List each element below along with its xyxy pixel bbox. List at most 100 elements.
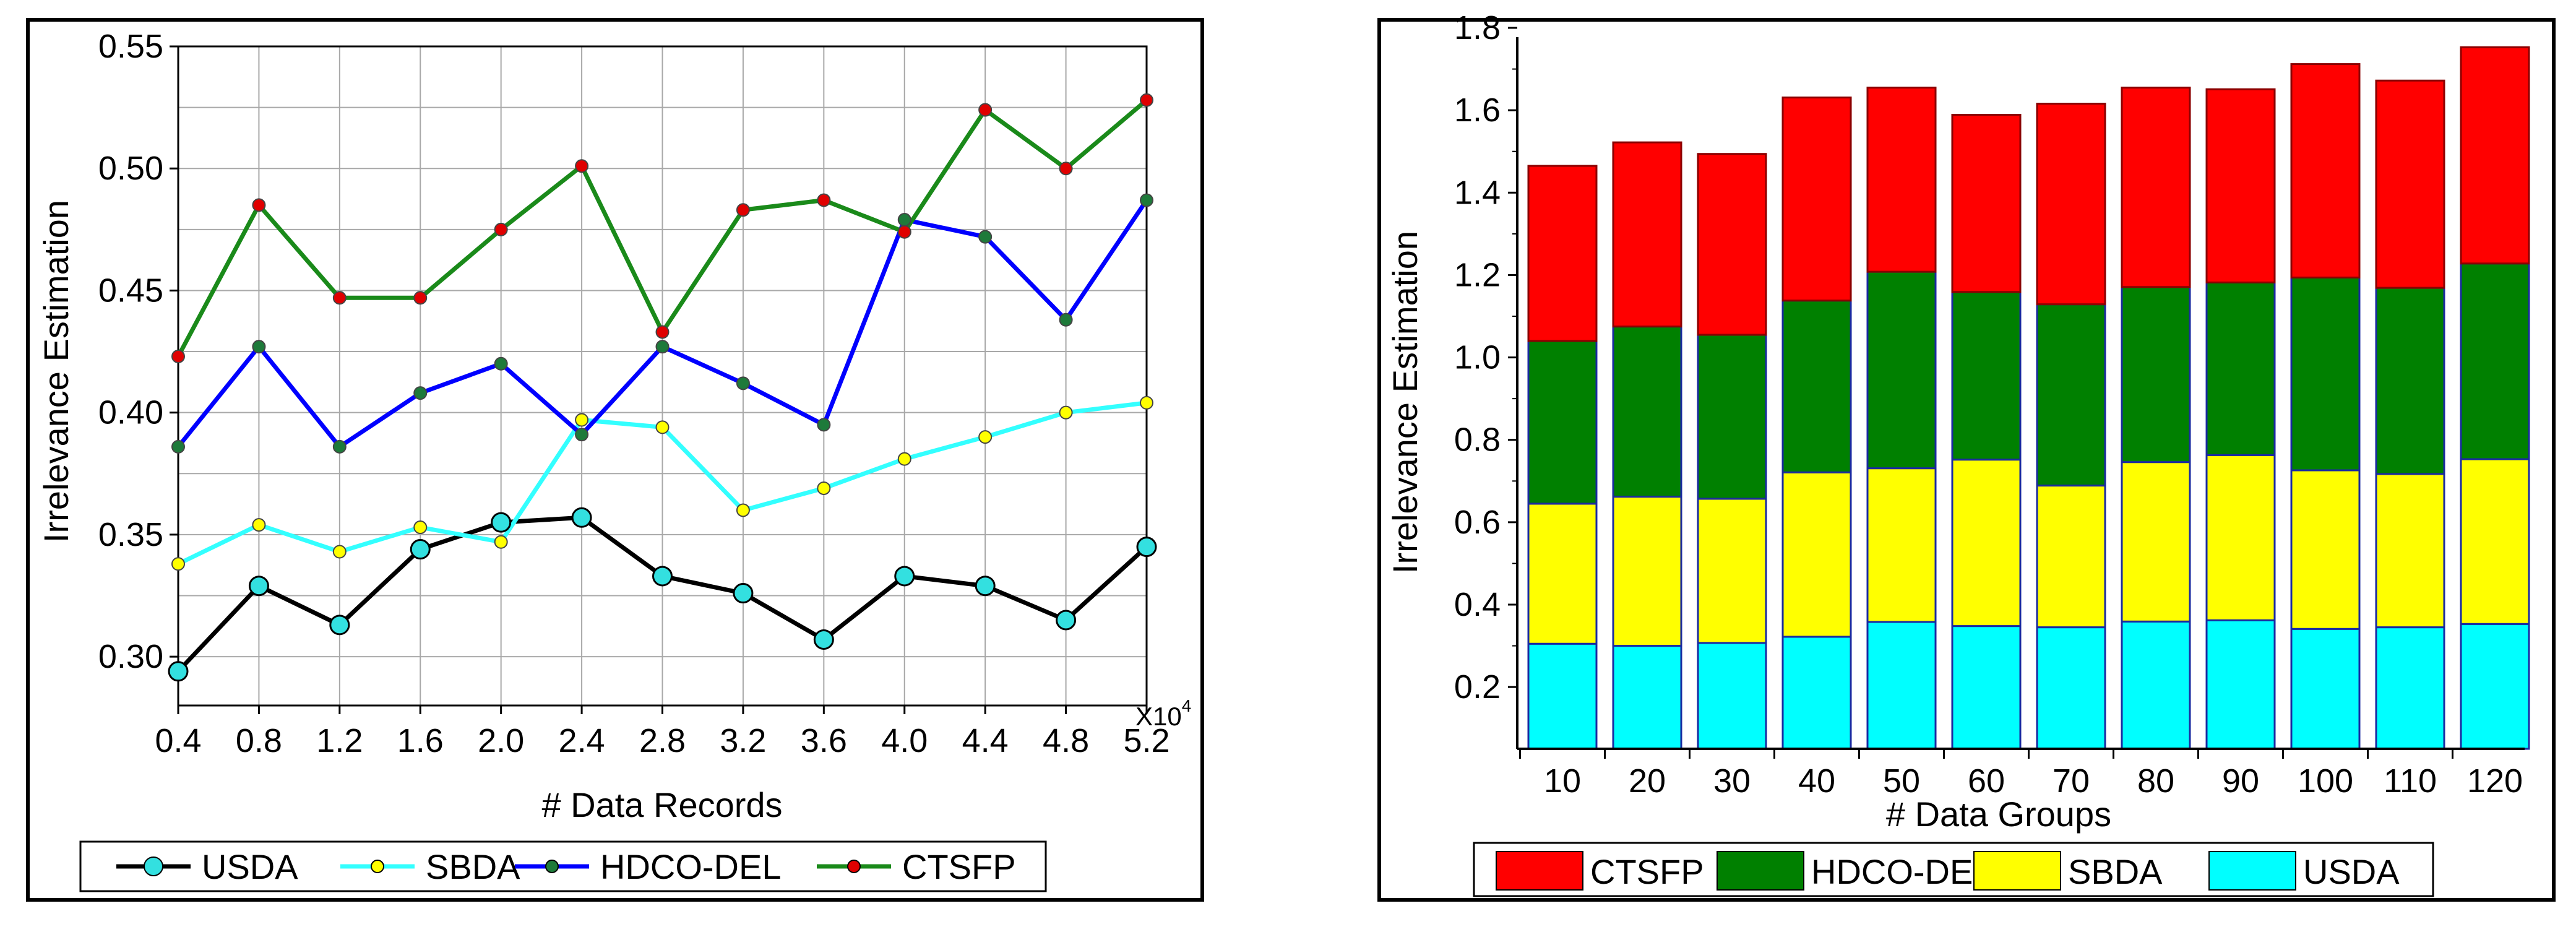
data-point-ctsfp: [575, 159, 589, 173]
data-point-hdco-del: [655, 340, 670, 354]
bar-segment-hdco-del: [2460, 262, 2530, 460]
legend-swatch-hdco-del: [1717, 851, 1804, 891]
right-y-ticks: 0.2 0.4 0.6 0.8 1.0 1.2 1.4 1.6 1.8: [1454, 9, 1517, 705]
right-x-tick-label: 30: [1713, 762, 1751, 800]
bar-segment-sbda: [2121, 461, 2191, 623]
right-y-tick-label: 0.4: [1454, 586, 1501, 623]
data-point-ctsfp: [655, 325, 670, 339]
data-point-ctsfp: [332, 291, 347, 305]
bar-segment-sbda: [2460, 458, 2530, 625]
right-legend-items: CTSFP HDCO-DEL SBDA USDA: [1496, 851, 2400, 891]
right-y-axis-label: Irrelevance Estimation: [1385, 231, 1424, 574]
data-point-usda: [733, 583, 754, 604]
left-x-tick-label: 0.4: [155, 722, 201, 759]
legend-label-hdco-del: HDCO-DEL: [600, 847, 781, 886]
data-point-sbda: [1140, 395, 1153, 410]
data-point-hdco-del: [978, 230, 993, 244]
right-x-tick-label: 90: [2222, 762, 2259, 800]
data-point-sbda: [494, 535, 508, 549]
x-axis-multiplier: X104: [1135, 696, 1191, 731]
right-y-tick-label: 0.2: [1454, 668, 1501, 705]
bar-segment-ctsfp: [1866, 87, 1937, 273]
data-point-usda: [975, 576, 996, 597]
bar-segment-usda: [2121, 620, 2191, 750]
bar-segment-usda: [1527, 642, 1598, 750]
bar-segment-hdco-del: [2121, 286, 2191, 464]
legend-marker-usda: [144, 856, 163, 876]
data-point-sbda: [817, 481, 831, 495]
bar-segment-sbda: [2375, 473, 2445, 629]
right-legend-label-ctsfp: CTSFP: [1590, 852, 1704, 891]
data-point-sbda: [655, 420, 670, 434]
legend-label-ctsfp: CTSFP: [902, 847, 1016, 886]
bar-segment-usda: [1866, 621, 1937, 750]
left-y-tick-label: 0.55: [98, 28, 163, 65]
left-y-tick-label: 0.50: [98, 150, 163, 187]
right-y-tick-label: 1.2: [1454, 256, 1501, 293]
right-bars: [1527, 46, 2530, 750]
bar-segment-hdco-del: [1612, 326, 1682, 498]
left-chart-frame: [26, 18, 1204, 902]
x-multiplier-exponent: 4: [1182, 696, 1192, 715]
right-legend-label-usda: USDA: [2303, 852, 2400, 891]
left-x-tick-label: 1.2: [316, 722, 363, 759]
data-point-hdco-del: [494, 356, 508, 371]
right-x-ticks: 10 20 30 40 50 60 70 80 90 100 110 120: [1519, 749, 2523, 800]
bar-segment-ctsfp: [1781, 97, 1852, 302]
data-point-ctsfp: [817, 193, 831, 207]
right-y-tick-label: 0.6: [1454, 504, 1501, 541]
bar-segment-hdco-del: [1527, 340, 1598, 505]
legend-swatch-sbda: [1973, 851, 2061, 891]
left-x-ticks: 0.4 0.8 1.2 1.6 2.0 2.4 2.8 3.2 3.6 4.0 4.4 4.8 5.2: [155, 705, 1170, 759]
data-point-hdco-del: [332, 439, 347, 454]
data-point-sbda: [736, 503, 750, 517]
right-x-tick-label: 110: [2384, 762, 2437, 800]
data-point-usda: [571, 507, 592, 528]
bar-segment-ctsfp: [1612, 141, 1682, 328]
data-point-usda: [491, 512, 512, 533]
left-x-tick-label: 4.8: [1043, 722, 1089, 759]
data-point-usda: [410, 539, 431, 560]
left-y-tick-label: 0.35: [98, 516, 163, 553]
right-x-tick-label: 100: [2298, 762, 2353, 800]
bar-segment-hdco-del: [1781, 300, 1852, 473]
data-point-hdco-del: [817, 418, 831, 432]
left-x-tick-label: 2.8: [639, 722, 686, 759]
data-point-usda: [1056, 610, 1077, 631]
left-y-tick-label: 0.45: [98, 272, 163, 309]
data-point-sbda: [978, 430, 993, 444]
left-x-tick-label: 4.4: [962, 722, 1009, 759]
bar-segment-sbda: [2290, 469, 2361, 630]
right-x-axis-label: # Data Groups: [1886, 795, 2111, 834]
data-point-ctsfp: [494, 222, 508, 236]
bar-segment-ctsfp: [2121, 87, 2191, 288]
data-point-sbda: [332, 545, 347, 559]
legend-swatch-usda: [2208, 851, 2296, 891]
right-legend-label-sbda: SBDA: [2068, 852, 2163, 891]
bar-segment-ctsfp: [2036, 102, 2106, 306]
data-point-hdco-del: [897, 213, 911, 227]
data-point-hdco-del: [1059, 313, 1073, 327]
data-point-usda: [329, 615, 350, 636]
bar-segment-hdco-del: [1697, 334, 1767, 500]
bar-segment-ctsfp: [2290, 63, 2361, 278]
data-point-usda: [248, 576, 269, 597]
left-x-tick-label: 0.8: [236, 722, 282, 759]
bar-segment-usda: [2460, 623, 2530, 750]
bar-segment-sbda: [1951, 459, 2022, 628]
bar-segment-sbda: [1866, 467, 1937, 623]
data-point-ctsfp: [252, 198, 266, 212]
left-x-tick-label: 2.4: [559, 722, 605, 759]
data-point-hdco-del: [736, 376, 750, 390]
bar-segment-hdco-del: [2375, 287, 2445, 475]
right-y-tick-label: 1.0: [1454, 339, 1501, 376]
bar-segment-hdco-del: [2205, 281, 2276, 456]
data-point-ctsfp: [1140, 93, 1153, 107]
bar-segment-ctsfp: [2460, 46, 2530, 265]
right-x-tick-label: 120: [2467, 762, 2523, 800]
data-point-sbda: [575, 413, 589, 427]
legend-marker-sbda: [371, 860, 384, 873]
data-point-hdco-del: [171, 439, 185, 454]
legend-marker-ctsfp: [847, 860, 861, 873]
